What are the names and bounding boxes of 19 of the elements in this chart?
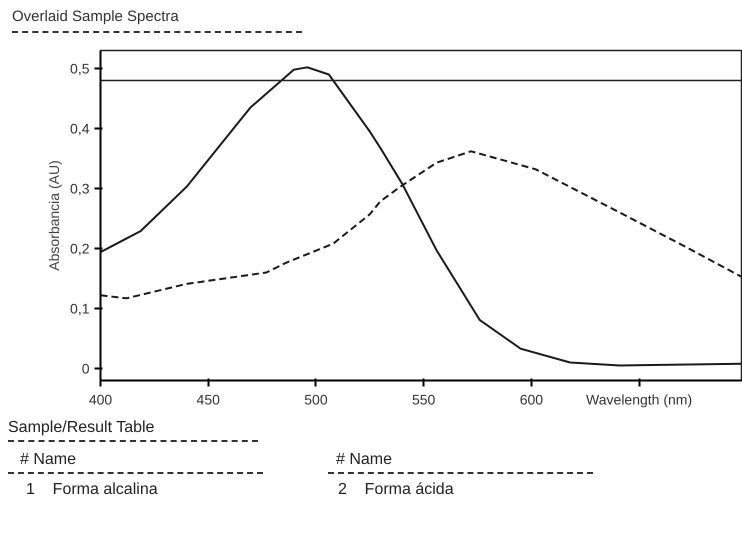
text: # Name [8,450,263,474]
text: 2 Forma ácida [337,480,455,500]
x-tick-label: 550 [412,392,436,408]
text: 1 Forma alcalina [25,480,159,500]
text: # Name [328,450,593,474]
y-axis-title: Absorbancia (AU) [46,160,62,271]
chart-title: Overlaid Sample Spectra [12,6,302,34]
text: Sample/Result Table [8,418,258,442]
x-tick-label: 400 [88,392,112,408]
x-axis-title: Wavelength (nm) [586,392,692,408]
y-tick-label: 0 [82,360,90,376]
y-tick-label: 0,1 [70,300,90,316]
x-tick-label: 450 [196,392,220,408]
y-tick-label: 0,2 [70,240,90,256]
y-tick-label: 0,3 [70,180,90,196]
y-tick-label: 0,5 [70,60,90,76]
y-tick-label: 0,4 [70,120,90,136]
x-tick-label: 500 [304,392,328,408]
x-tick-label: 600 [520,392,544,408]
